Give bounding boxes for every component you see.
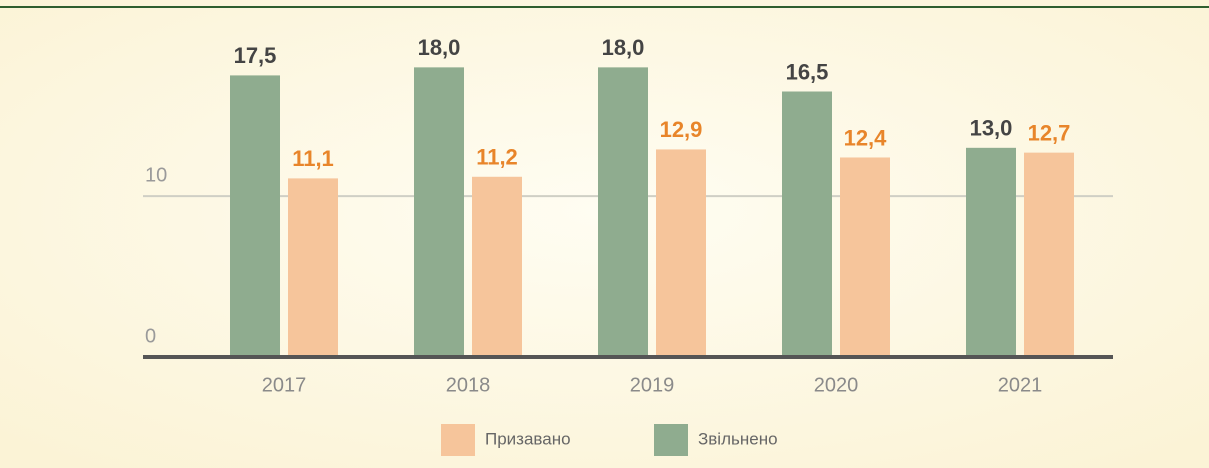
value-label: 16,5 xyxy=(786,59,829,84)
x-tick-label: 2017 xyxy=(262,374,307,396)
value-label: 12,4 xyxy=(844,125,888,150)
x-tick-label: 2020 xyxy=(814,374,859,396)
bar xyxy=(230,75,280,357)
x-tick-label: 2019 xyxy=(630,374,675,396)
bar xyxy=(414,67,464,357)
legend-swatch xyxy=(441,424,475,456)
y-tick-label: 0 xyxy=(145,325,156,347)
value-label: 17,5 xyxy=(234,43,277,68)
legend-label: Призавано xyxy=(485,429,571,448)
bar xyxy=(472,176,522,357)
x-tick-label: 2021 xyxy=(998,374,1043,396)
x-tick-label: 2018 xyxy=(446,374,491,396)
bar xyxy=(966,147,1016,357)
value-label: 11,1 xyxy=(292,146,334,171)
top-rule xyxy=(0,6,1209,8)
value-label: 12,9 xyxy=(660,117,703,142)
value-label: 18,0 xyxy=(602,35,645,60)
value-label: 12,7 xyxy=(1028,120,1071,145)
bar xyxy=(840,157,890,357)
legend-label: Звільнено xyxy=(698,429,778,448)
value-label: 11,2 xyxy=(476,145,518,170)
bar xyxy=(1024,152,1074,357)
value-label: 13,0 xyxy=(970,116,1013,141)
y-tick-label: 10 xyxy=(145,164,167,186)
bar xyxy=(598,67,648,357)
value-label: 18,0 xyxy=(418,35,461,60)
bar xyxy=(656,149,706,357)
legend-swatch xyxy=(654,424,688,456)
bar xyxy=(288,178,338,357)
bar xyxy=(782,91,832,357)
